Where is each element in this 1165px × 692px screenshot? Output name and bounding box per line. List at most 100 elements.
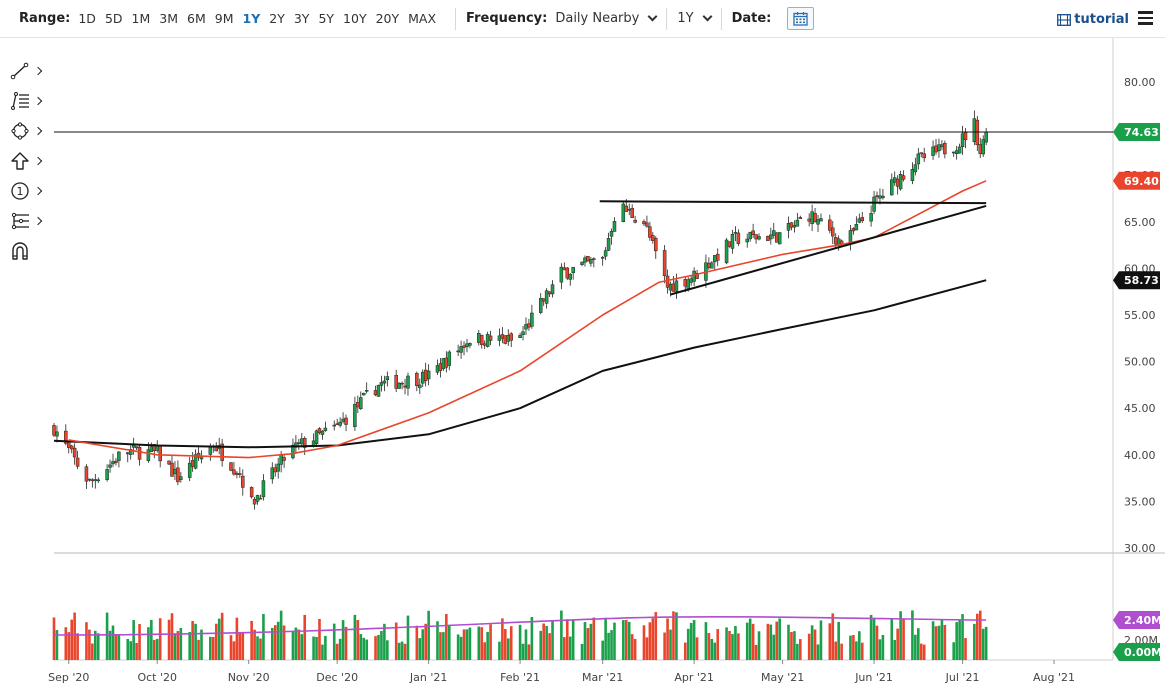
- candle-body: [612, 221, 617, 232]
- candle-body: [898, 174, 903, 190]
- line-tool[interactable]: [10, 56, 46, 86]
- range-button-3m[interactable]: 3M: [159, 11, 179, 26]
- candle-body: [503, 335, 508, 344]
- candle-body: [972, 118, 977, 142]
- toolbar-divider: [455, 7, 457, 30]
- tutorial-link[interactable]: tutorial: [1057, 12, 1129, 27]
- pitchfork-tool[interactable]: [10, 206, 46, 236]
- volume-bar: [415, 625, 419, 660]
- time-tick-label: Nov '20: [228, 671, 270, 684]
- candle-body: [654, 237, 658, 252]
- volume-bar: [279, 610, 283, 660]
- shape-tool[interactable]: [10, 116, 46, 146]
- volume-bar: [840, 643, 843, 660]
- volume-bar: [958, 620, 961, 660]
- candle-body: [860, 217, 865, 221]
- fibonacci-tool[interactable]: [10, 86, 46, 116]
- volume-bar: [860, 642, 864, 660]
- candle-body: [344, 417, 348, 425]
- candle-body: [258, 497, 263, 500]
- price-tick-label: 65.00: [1124, 216, 1156, 229]
- calendar-button[interactable]: [787, 7, 815, 30]
- volume-bar: [934, 626, 938, 660]
- candle-body: [249, 487, 254, 498]
- volume-bar: [881, 635, 885, 660]
- volume-ma-badge-bg: [1113, 611, 1160, 629]
- volume-bar: [943, 624, 947, 660]
- range-button-9m[interactable]: 9M: [214, 11, 234, 26]
- volume-bar: [362, 637, 366, 660]
- range-button-10y[interactable]: 10Y: [343, 11, 367, 26]
- volume-bar: [775, 621, 779, 660]
- volume-bar: [421, 629, 425, 660]
- range-button-1m[interactable]: 1M: [131, 11, 151, 26]
- volume-bar: [321, 644, 324, 660]
- volume-bar: [197, 639, 200, 660]
- candle-body: [674, 280, 679, 292]
- frequency-dropdown[interactable]: Daily Nearby: [555, 11, 658, 26]
- range-button-6m[interactable]: 6M: [187, 11, 206, 26]
- arrow-tool[interactable]: [10, 146, 46, 176]
- line-tool-icon: [10, 62, 29, 80]
- range-button-2y[interactable]: 2Y: [269, 11, 285, 26]
- range-button-max[interactable]: MAX: [408, 11, 437, 26]
- volume-bar: [568, 636, 572, 660]
- volume-bar: [155, 638, 159, 660]
- volume-bar: [548, 633, 551, 660]
- volume-bar: [984, 626, 988, 660]
- candle-body: [648, 226, 652, 238]
- volume-bar: [397, 642, 401, 660]
- period-dropdown[interactable]: 1Y: [677, 11, 713, 26]
- candle-body: [544, 290, 549, 304]
- candle-body: [238, 473, 242, 475]
- candle-body: [580, 261, 584, 265]
- candle-body: [291, 444, 295, 459]
- ma200-badge-bg: [1113, 271, 1160, 290]
- candle-body: [910, 169, 915, 181]
- candle-body: [940, 144, 944, 148]
- volume-bar: [424, 623, 427, 660]
- range-button-5y[interactable]: 5Y: [318, 11, 335, 26]
- annotation-tool-icon: 1: [11, 182, 29, 200]
- hamburger-menu-icon[interactable]: [1138, 11, 1153, 25]
- volume-bar: [855, 641, 858, 660]
- range-button-20y[interactable]: 20Y: [375, 11, 400, 26]
- range-button-1d[interactable]: 1D: [78, 11, 96, 26]
- svg-text:1: 1: [17, 185, 24, 198]
- calendar-icon: [793, 12, 809, 26]
- range-button-1y[interactable]: 1Y: [242, 11, 261, 26]
- candle-body: [338, 421, 342, 426]
- range-button-5d[interactable]: 5D: [104, 11, 123, 26]
- candle-body: [568, 273, 572, 280]
- candle-body: [954, 150, 959, 155]
- volume-bar: [96, 633, 100, 660]
- candle-body: [890, 179, 894, 196]
- candle-body: [651, 235, 655, 241]
- range-button-3y[interactable]: 3Y: [293, 11, 310, 26]
- volume-bar: [442, 632, 445, 660]
- price-tick-label: 35.00: [1124, 495, 1156, 508]
- magnet-tool[interactable]: [10, 236, 46, 266]
- volume-bar: [796, 643, 799, 660]
- volume-bar: [683, 642, 687, 660]
- candle-body: [155, 445, 159, 451]
- volume-bar: [819, 620, 823, 660]
- volume-bar: [973, 623, 976, 660]
- volume-bar: [831, 613, 835, 660]
- volume-bar: [725, 627, 728, 660]
- volume-bar: [878, 639, 882, 660]
- candle-body: [630, 207, 634, 218]
- volume-bar: [477, 626, 481, 660]
- candle-body: [559, 266, 564, 283]
- candle-body: [713, 255, 717, 263]
- volume-bar: [560, 610, 563, 660]
- candle-body: [131, 445, 136, 448]
- volume-bar: [917, 628, 920, 660]
- volume-bar: [518, 624, 522, 660]
- candle-body: [748, 231, 752, 240]
- candle-body: [179, 476, 183, 480]
- volume-bar: [604, 617, 607, 660]
- volume-bar: [754, 644, 758, 660]
- annotation-tool[interactable]: 1: [10, 176, 46, 206]
